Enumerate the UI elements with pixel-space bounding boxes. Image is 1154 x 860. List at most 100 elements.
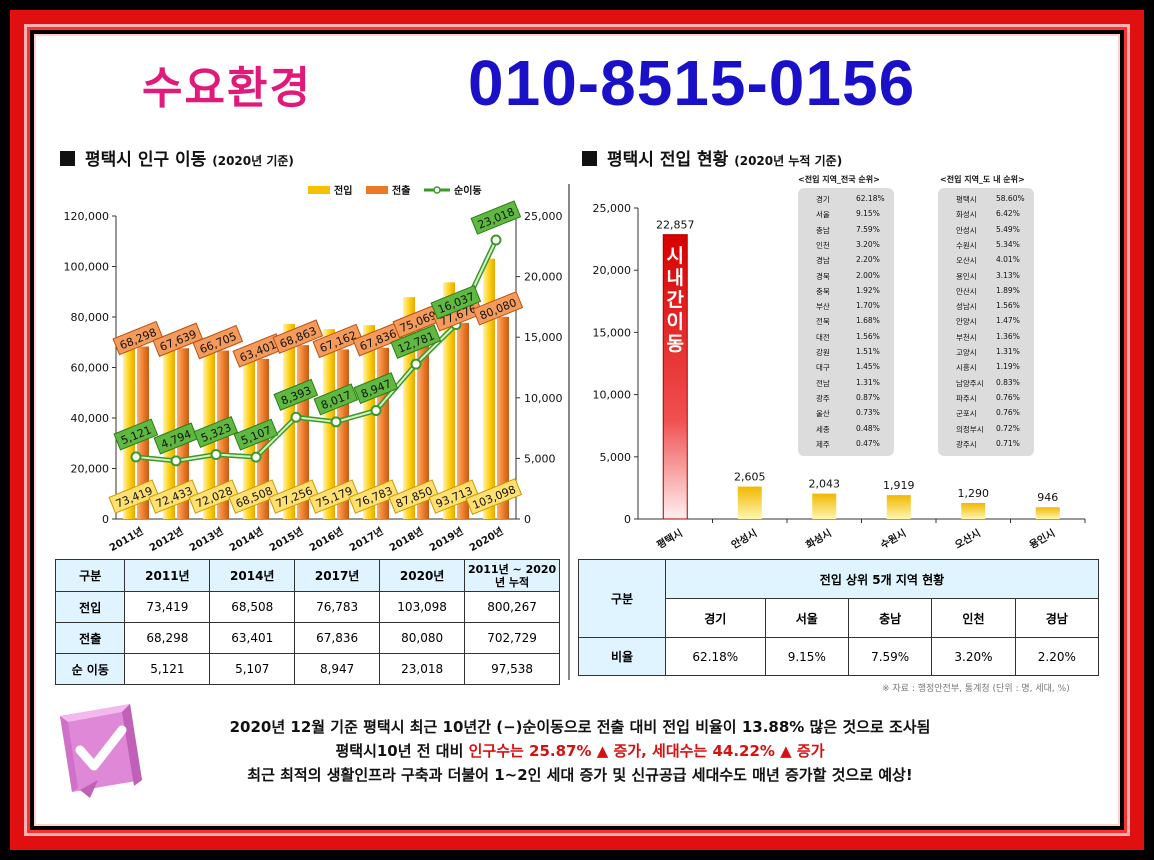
table-cell: 73,419: [124, 591, 211, 623]
y-tick-label-left: 100,000: [64, 261, 110, 274]
table-header: 2014년: [209, 559, 296, 592]
summary-line-2-prefix: 평택시10년 전 대비: [335, 742, 469, 760]
y-tick-label-left: 20,000: [71, 463, 110, 476]
summary-line-1: 2020년 12월 기준 평택시 최근 10년간 (−)순이동으로 전출 대비 …: [229, 718, 931, 736]
table-cell: 23,018: [379, 653, 466, 685]
legend-net-label: 순이동: [454, 184, 482, 197]
net-data-label: 5,121: [113, 418, 159, 451]
rank-province-percent: 1.19%: [996, 362, 1020, 372]
table-cell: 67,836: [294, 622, 381, 654]
rank-province-box: 평택시 58.60% 화성시 6.42% 안성시 5.49% 수원시 5.34% 오산시 4.01…: [938, 188, 1034, 456]
table-header: 충남: [847, 598, 933, 638]
legend-inflow-label: 전입: [334, 184, 352, 197]
table-cell: 68,508: [209, 591, 296, 623]
bar-annotation-char: 이: [667, 311, 684, 333]
table-cell: 63,401: [209, 622, 296, 654]
net-data-label-box: [430, 284, 482, 320]
rank-province-percent: 0.76%: [996, 408, 1020, 418]
net-data-label-box: [113, 418, 159, 451]
bar-value-label: 22,857: [656, 219, 695, 232]
rank-province-percent: 58.60%: [996, 194, 1025, 203]
table-cell: 7.59%: [847, 637, 933, 676]
outflow-data-label-box: [112, 320, 164, 356]
bar: [886, 495, 911, 519]
rank-province-percent: 0.83%: [996, 377, 1020, 387]
right-section-title-text: 평택시 전입 현황: [607, 150, 729, 170]
table-row: 전출 68,298 63,401 67,836 80,080 702,729: [54, 622, 560, 654]
x-tick-label: 2016년: [307, 524, 346, 554]
outflow-data-label-box: [192, 324, 244, 360]
rank-national-region: 제주: [816, 439, 830, 449]
net-data-label: 8,947: [353, 372, 399, 405]
net-data-label: 23,018: [470, 200, 522, 235]
x-tick-label: 용인시: [1027, 526, 1057, 551]
y-tick-label-left: 60,000: [71, 362, 110, 375]
left-section-subtitle: (2020년 기준): [212, 154, 294, 168]
rank-national-region: 전북: [816, 317, 830, 327]
bar: [1035, 507, 1060, 519]
rank-national-percent: 1.31%: [856, 377, 880, 387]
rank-province-region: 성남시: [956, 302, 977, 312]
bar-value-label: 946: [1037, 491, 1058, 504]
population-table: 구분 2011년 2014년 2017년 2020년 2011년 ~ 2020년…: [54, 559, 560, 685]
inflow-data-label-box: [388, 479, 440, 514]
checkmark-icon: [60, 704, 142, 798]
bar-inflow: [363, 325, 375, 519]
rank-national-region: 대전: [816, 332, 830, 342]
table-header: 구분: [54, 559, 126, 592]
rank-national-percent: 1.45%: [856, 362, 880, 372]
rank-province-region: 파주시: [956, 393, 977, 403]
rank-national-percent: 0.48%: [856, 423, 880, 433]
rank-province-region: 수원시: [956, 240, 977, 250]
rank-province-region: 군포시: [956, 409, 977, 419]
rank-national-region: 울산: [816, 409, 830, 419]
x-tick-label: 평택시: [654, 526, 684, 551]
table-cell: 2.20%: [1014, 637, 1100, 676]
rank-province-region: 안양시: [956, 317, 977, 327]
bar-annotation-char: 동: [667, 333, 684, 355]
population-movement-chart: 0 20,000 40,000 60,000 80,000 100,000 120,000 0…: [64, 184, 563, 554]
rank-national-region: 경기: [816, 195, 830, 204]
summary-line-2: 평택시10년 전 대비 인구수는 25.87% ▲ 증가, 세대수는 44.22…: [150, 740, 1010, 761]
bar-outflow: [417, 329, 429, 519]
rank-province-region: 평택시: [956, 195, 977, 204]
rank-national-region: 부산: [816, 302, 830, 312]
net-data-label-box: [470, 200, 522, 235]
rank-national-percent: 1.92%: [856, 285, 880, 295]
net-data-label-box: [193, 415, 239, 449]
table-cell: 702,729: [464, 622, 560, 654]
table-group-header: 전입 상위 5개 지역 현황: [665, 559, 1099, 599]
net-point: [330, 416, 342, 428]
net-line-highlight: [135, 239, 497, 462]
legend-inflow-swatch: [308, 186, 330, 194]
left-section-title-text: 평택시 인구 이동: [85, 150, 207, 170]
rank-national-percent: 2.20%: [856, 255, 880, 265]
rank-province-percent: 0.71%: [996, 438, 1020, 448]
table-header: 구분: [578, 559, 666, 638]
bar: [961, 502, 986, 519]
rank-province-percent: 4.01%: [996, 255, 1020, 265]
table-row-label: 전출: [54, 622, 126, 654]
rank-national-percent: 0.73%: [856, 408, 880, 418]
rank-province-region: 안성시: [956, 225, 977, 235]
rank-national-region: 세종: [816, 424, 830, 434]
net-point: [250, 451, 262, 463]
bar-annotation-char: 간: [667, 289, 685, 311]
x-tick-label: 2017년: [347, 524, 386, 554]
rank-province-percent: 5.49%: [996, 224, 1020, 234]
rank-province-percent: 1.47%: [996, 316, 1020, 326]
bar-inflow: [323, 329, 335, 519]
rank-national-region: 인천: [816, 240, 830, 250]
table-row-label: 전입: [54, 591, 126, 623]
bar-inflow: [123, 333, 135, 519]
net-point: [370, 405, 382, 417]
rank-province-region: 고양시: [956, 348, 977, 357]
y-tick-label-left: 40,000: [71, 412, 110, 425]
legend-net-marker: [433, 186, 441, 194]
inflow-data-label-box: [428, 479, 480, 514]
net-point: [170, 455, 182, 467]
table-cell: 76,783: [294, 591, 381, 623]
net-point: [210, 448, 222, 460]
table-cell: 103,098: [379, 591, 466, 623]
table-cell: 8,947: [294, 653, 381, 685]
